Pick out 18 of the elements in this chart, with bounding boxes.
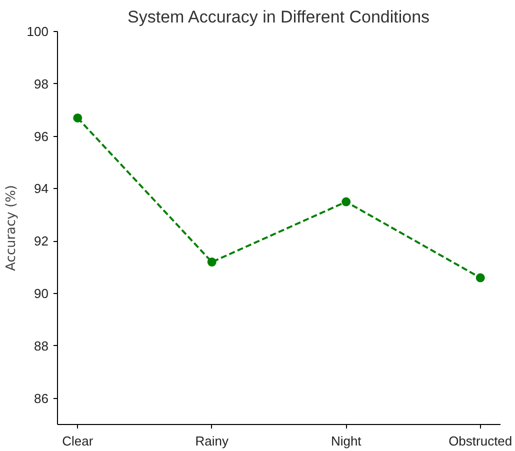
y-tick-label: 100	[26, 24, 49, 39]
point	[207, 258, 216, 267]
y-tick-label: 92	[34, 234, 49, 249]
x-tick-label: Rainy	[195, 434, 229, 448]
y-tick-label: 90	[34, 286, 49, 301]
x-tick-label: Night	[330, 434, 362, 448]
point	[73, 113, 82, 122]
point	[342, 197, 351, 206]
y-tick-label: 98	[34, 76, 49, 92]
y-tick-label: 88	[34, 338, 49, 354]
chart-title: System Accuracy in Different Conditions	[128, 8, 430, 26]
y-tick-label: 86	[34, 390, 49, 406]
x-tick-label: Clear	[62, 434, 94, 448]
x-tick-label: Obstructed	[448, 434, 512, 448]
y-axis-title: Accuracy (%)	[4, 185, 19, 271]
point	[476, 273, 485, 282]
y-tick-label: 94	[34, 181, 49, 196]
y-tick-label: 96	[34, 128, 49, 144]
